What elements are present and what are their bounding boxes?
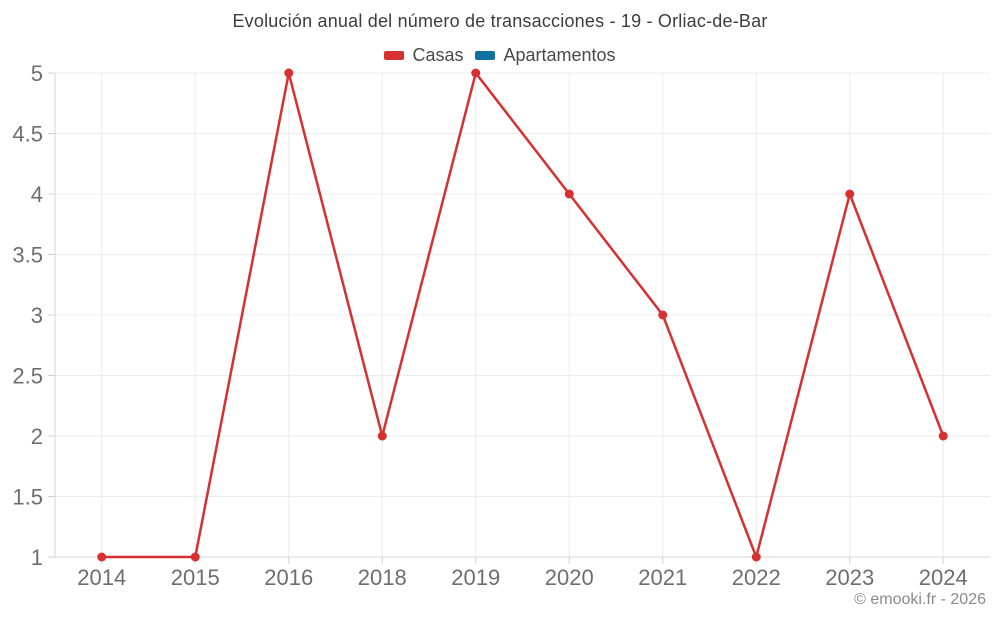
legend-label-apartamentos: Apartamentos (503, 45, 616, 65)
x-tick-label: 2019 (451, 565, 500, 590)
y-tick-label: 2.5 (12, 364, 43, 389)
data-point-casas[interactable] (658, 310, 668, 320)
x-tick-label: 2016 (264, 565, 313, 590)
data-point-casas[interactable] (938, 431, 948, 441)
data-point-casas[interactable] (564, 189, 574, 199)
legend: Casas Apartamentos (0, 45, 1000, 66)
data-point-casas[interactable] (377, 431, 387, 441)
y-tick-label: 4.5 (12, 122, 43, 147)
series-line-casas (101, 71, 945, 559)
legend-item-apartamentos[interactable]: Apartamentos (475, 45, 616, 66)
x-tick-label: 2014 (77, 565, 126, 590)
casas-series-swatch-icon (384, 51, 405, 60)
data-point-casas[interactable] (471, 68, 481, 78)
y-tick-label: 3.5 (12, 243, 43, 268)
data-point-casas[interactable] (97, 552, 107, 562)
y-tick-label: 1 (31, 545, 43, 570)
x-tick-label: 2020 (545, 565, 594, 590)
legend-item-casas[interactable]: Casas (384, 45, 463, 66)
data-point-casas[interactable] (845, 189, 855, 199)
x-tick-label: 2022 (732, 565, 781, 590)
y-tick-label: 4 (31, 182, 43, 207)
chart-title: Evolución anual del número de transaccio… (232, 11, 768, 31)
data-point-casas[interactable] (284, 68, 294, 78)
x-tick-label: 2023 (825, 565, 874, 590)
x-tick-label: 2018 (358, 565, 407, 590)
x-tick-label: 2021 (638, 565, 687, 590)
x-tick-label: 2024 (919, 565, 968, 590)
y-tick-label: 3 (31, 303, 43, 328)
apartamentos-series-swatch-icon (475, 51, 496, 60)
data-point-casas[interactable] (190, 552, 200, 562)
y-tick-label: 1.5 (12, 485, 43, 510)
y-tick-label: 2 (31, 424, 43, 449)
data-point-casas[interactable] (751, 552, 761, 562)
y-tick-label: 5 (31, 61, 43, 86)
legend-label-casas: Casas (412, 45, 464, 65)
x-tick-label: 2015 (171, 565, 220, 590)
credit-text: © emooki.fr - 2026 (854, 591, 986, 608)
